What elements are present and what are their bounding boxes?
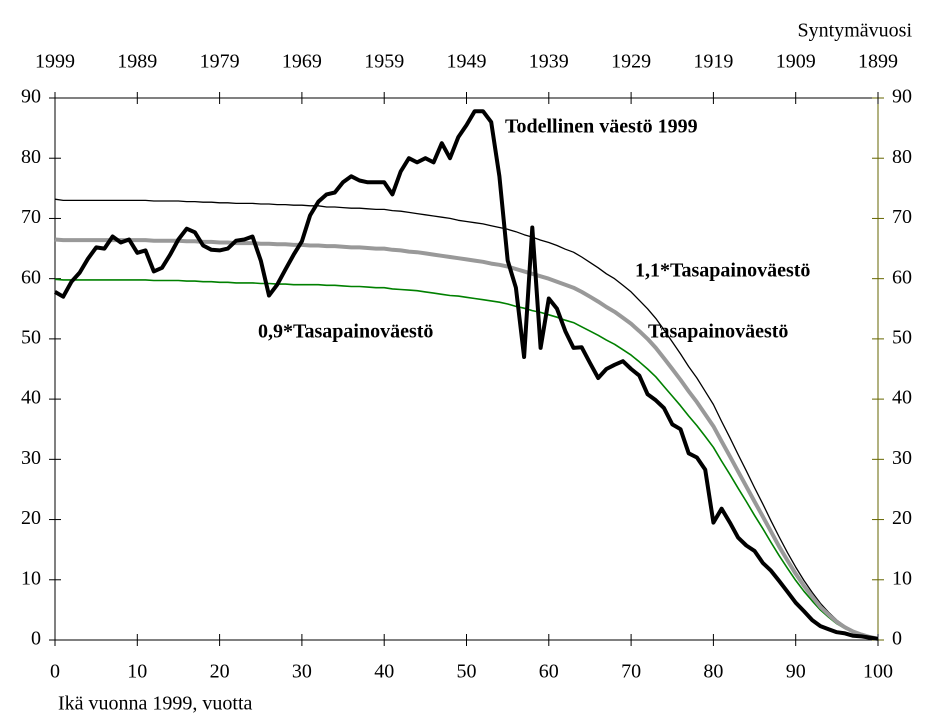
series-line (53, 109, 879, 641)
x-tick-label: 30 (292, 661, 312, 683)
x2-tick-label: 1919 (693, 51, 733, 73)
y-tick-label: 30 (21, 447, 41, 469)
y2-tick-label: 30 (892, 447, 912, 469)
series-label: Tasapainoväestö (648, 321, 788, 343)
y2-tick-label: 0 (892, 628, 902, 650)
y-tick-label: 10 (21, 567, 41, 589)
x-tick-label: 0 (50, 661, 60, 683)
x2-tick-label: 1909 (776, 51, 816, 73)
x2-tick-label: 1999 (35, 51, 75, 73)
series-label: Todellinen väestö 1999 (505, 116, 698, 138)
y-tick-label: 70 (21, 206, 41, 228)
y2-tick-label: 20 (892, 507, 912, 529)
label-background (252, 318, 502, 348)
series-label: 1,1*Tasapainoväestö (635, 260, 810, 282)
x-tick-label: 10 (127, 661, 147, 683)
x2-tick-label: 1949 (447, 51, 487, 73)
series-line (54, 278, 879, 640)
x2-tick-label: 1989 (117, 51, 157, 73)
x2-tick-label: 1929 (611, 51, 651, 73)
top-axis-title: Syntymävuosi (798, 20, 913, 42)
y2-tick-label: 50 (892, 326, 912, 348)
y2-tick-label: 70 (892, 206, 912, 228)
y-tick-label: 50 (21, 326, 41, 348)
series-line (54, 237, 879, 641)
y2-tick-label: 40 (892, 387, 912, 409)
y-tick-label: 80 (21, 146, 41, 168)
x2-tick-label: 1959 (364, 51, 404, 73)
x-tick-label: 80 (703, 661, 723, 683)
x-tick-label: 70 (621, 661, 641, 683)
y2-tick-label: 60 (892, 266, 912, 288)
y2-tick-label: 90 (892, 86, 912, 108)
y2-tick-label: 10 (892, 567, 912, 589)
x2-tick-label: 1899 (858, 51, 898, 73)
x2-tick-label: 1979 (200, 51, 240, 73)
x-tick-label: 60 (539, 661, 559, 683)
x-tick-label: 90 (786, 661, 806, 683)
x-axis-title: Ikä vuonna 1999, vuotta (58, 693, 253, 715)
y-tick-label: 60 (21, 266, 41, 288)
x-tick-label: 100 (863, 661, 893, 683)
series-label: 0,9*Tasapainoväestö (258, 321, 433, 343)
series-line (54, 198, 879, 640)
x-tick-label: 20 (210, 661, 230, 683)
x-tick-label: 50 (457, 661, 477, 683)
y-tick-label: 0 (31, 628, 41, 650)
y-tick-label: 40 (21, 387, 41, 409)
x2-tick-label: 1969 (282, 51, 322, 73)
y2-tick-label: 80 (892, 146, 912, 168)
y-tick-label: 20 (21, 507, 41, 529)
x-tick-label: 40 (374, 661, 394, 683)
y-tick-label: 90 (21, 86, 41, 108)
x2-tick-label: 1939 (529, 51, 569, 73)
